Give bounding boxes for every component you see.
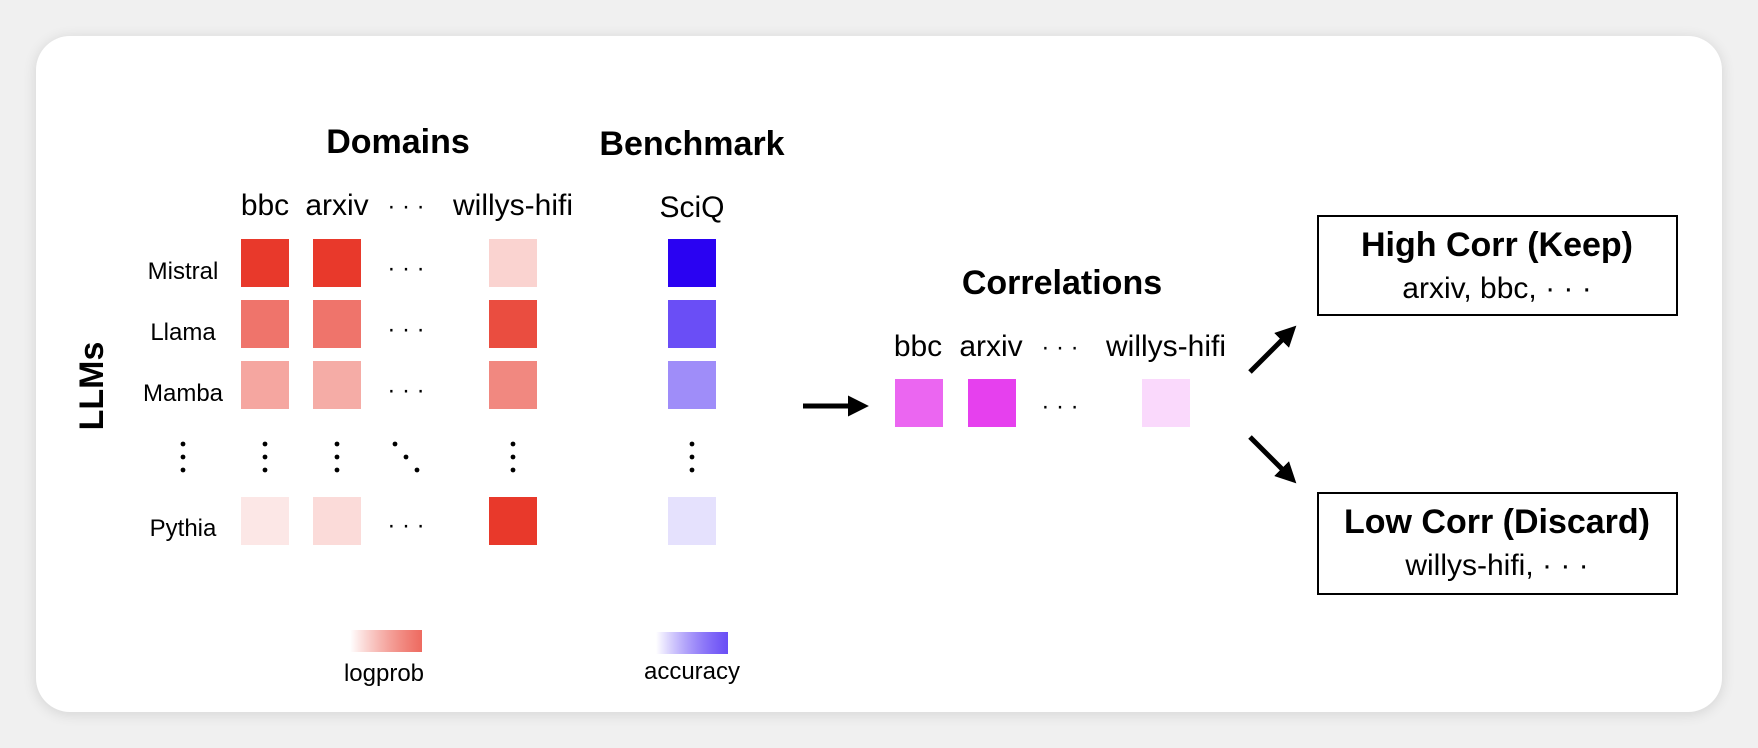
high-corr-items: arxiv, bbc, · · ·	[1402, 272, 1591, 305]
logprob-cell-mistral-willys-hifi	[489, 239, 537, 287]
corr-col-ellipsis: · · ·	[1041, 334, 1078, 361]
correlation-cell-willys-hifi	[1142, 379, 1190, 427]
accuracy-legend-gradient	[656, 632, 728, 654]
arrow-to-low-corr	[1248, 435, 1297, 484]
corr-row-ellipsis: · · ·	[1041, 393, 1078, 420]
accuracy-column	[668, 239, 716, 545]
domain-col-bbc: bbc	[241, 189, 289, 222]
corr-col-arxiv: arxiv	[959, 330, 1022, 363]
logprob-cell-mistral-bbc	[241, 239, 289, 287]
row-ellipsis-mistral: · · ·	[387, 255, 424, 282]
logprob-cell-pythia-willys-hifi	[489, 497, 537, 545]
ellipsis-dot	[510, 467, 516, 473]
ellipsis-dot	[262, 454, 268, 460]
ellipsis-dot	[180, 454, 186, 460]
domain-col-ellipsis: · · ·	[387, 193, 424, 220]
correlation-cell-bbc	[895, 379, 943, 427]
accuracy-cell-llama	[668, 300, 716, 348]
logprob-cell-llama-arxiv	[313, 300, 361, 348]
ellipsis-dot	[334, 454, 340, 460]
correlation-row	[895, 379, 1190, 427]
benchmark-header: Benchmark	[599, 125, 784, 163]
ellipsis-dot	[262, 467, 268, 473]
logprob-cell-mamba-bbc	[241, 361, 289, 409]
ellipsis-dot	[510, 454, 516, 460]
correlations-header: Correlations	[962, 264, 1162, 302]
ellipsis-dot	[689, 467, 695, 473]
logprob-legend-label: logprob	[344, 660, 424, 687]
ellipsis-dot	[403, 454, 409, 460]
ellipsis-dot	[334, 441, 340, 447]
model-label-mamba: Mamba	[143, 380, 224, 407]
ellipsis-dot	[689, 454, 695, 460]
domains-header: Domains	[326, 123, 470, 161]
logprob-cell-llama-bbc	[241, 300, 289, 348]
ellipsis-dot	[689, 441, 695, 447]
accuracy-cell-mistral	[668, 239, 716, 287]
row-ellipsis-mamba: · · ·	[387, 377, 424, 404]
logprob-cell-mamba-arxiv	[313, 361, 361, 409]
logprob-cell-mamba-willys-hifi	[489, 361, 537, 409]
arrow-to-high-corr	[1248, 325, 1297, 374]
ellipsis-dot	[180, 467, 186, 473]
accuracy-cell-pythia	[668, 497, 716, 545]
corr-col-bbc: bbc	[894, 330, 942, 363]
logprob-legend-gradient	[350, 630, 422, 652]
ellipsis-dot	[180, 441, 186, 447]
correlation-cell-arxiv	[968, 379, 1016, 427]
llms-axis-label: LLMs	[73, 342, 111, 431]
corr-col-willys-hifi: willys-hifi	[1105, 330, 1226, 363]
row-ellipsis-llama: · · ·	[387, 316, 424, 343]
model-label-pythia: Pythia	[150, 515, 217, 542]
model-label-mistral: Mistral	[148, 258, 219, 285]
domain-col-willys-hifi: willys-hifi	[452, 189, 573, 222]
accuracy-cell-mamba	[668, 361, 716, 409]
logprob-heatmap	[241, 239, 537, 545]
accuracy-legend-label: accuracy	[644, 658, 740, 685]
vertical-ellipsis-row	[180, 441, 695, 473]
high-corr-title: High Corr (Keep)	[1361, 226, 1633, 264]
low-corr-box	[1317, 492, 1678, 595]
model-label-llama: Llama	[150, 319, 216, 346]
benchmark-col-sciq: SciQ	[659, 191, 724, 224]
ellipsis-dot	[414, 467, 420, 473]
ellipsis-dot	[262, 441, 268, 447]
ellipsis-dot	[392, 441, 398, 447]
low-corr-title: Low Corr (Discard)	[1344, 503, 1650, 541]
domain-col-arxiv: arxiv	[305, 189, 368, 222]
logprob-cell-pythia-bbc	[241, 497, 289, 545]
logprob-cell-pythia-arxiv	[313, 497, 361, 545]
ellipsis-dot	[510, 441, 516, 447]
logprob-cell-llama-willys-hifi	[489, 300, 537, 348]
row-ellipsis-pythia: · · ·	[387, 512, 424, 539]
high-corr-box	[1317, 215, 1678, 316]
logprob-cell-mistral-arxiv	[313, 239, 361, 287]
ellipsis-dot	[334, 467, 340, 473]
low-corr-items: willys-hifi, · · ·	[1404, 549, 1588, 582]
